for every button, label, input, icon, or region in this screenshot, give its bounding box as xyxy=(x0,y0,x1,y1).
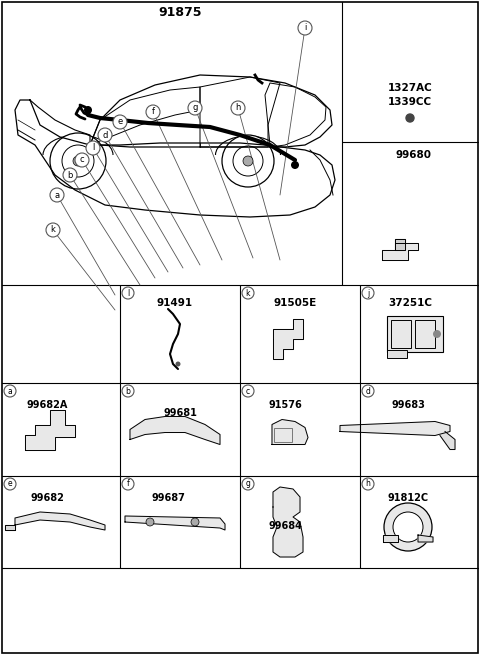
Circle shape xyxy=(73,156,83,166)
Text: 99684: 99684 xyxy=(268,521,302,531)
Circle shape xyxy=(362,287,374,299)
Polygon shape xyxy=(130,417,220,445)
Circle shape xyxy=(222,135,274,187)
Text: 37251C: 37251C xyxy=(388,298,432,308)
Polygon shape xyxy=(125,516,225,530)
Circle shape xyxy=(46,223,60,237)
Text: b: b xyxy=(67,170,72,179)
Text: 91491: 91491 xyxy=(157,298,193,308)
Text: 91875: 91875 xyxy=(158,5,202,18)
Bar xyxy=(387,316,443,352)
Polygon shape xyxy=(440,432,455,449)
Circle shape xyxy=(146,105,160,119)
Circle shape xyxy=(50,133,106,189)
Circle shape xyxy=(291,161,299,169)
Circle shape xyxy=(84,106,92,114)
Circle shape xyxy=(298,21,312,35)
Circle shape xyxy=(98,128,112,142)
Circle shape xyxy=(188,101,202,115)
Circle shape xyxy=(231,101,245,115)
Text: h: h xyxy=(235,103,240,113)
Text: l: l xyxy=(92,143,94,153)
Polygon shape xyxy=(418,535,433,542)
Bar xyxy=(391,320,411,348)
Text: 99681: 99681 xyxy=(163,408,197,418)
Bar xyxy=(274,428,292,441)
Text: 99683: 99683 xyxy=(391,400,425,410)
Text: 91812C: 91812C xyxy=(387,493,429,503)
Text: h: h xyxy=(366,479,371,489)
Text: e: e xyxy=(8,479,12,489)
Text: f: f xyxy=(152,107,155,117)
Text: 91505E: 91505E xyxy=(274,298,317,308)
Text: l: l xyxy=(127,288,129,297)
Text: a: a xyxy=(8,386,12,396)
Polygon shape xyxy=(273,487,303,557)
Text: 99680: 99680 xyxy=(395,150,431,160)
Circle shape xyxy=(384,503,432,551)
Text: g: g xyxy=(246,479,251,489)
Circle shape xyxy=(122,385,134,397)
Circle shape xyxy=(242,385,254,397)
Circle shape xyxy=(433,330,441,338)
Circle shape xyxy=(122,287,134,299)
Text: 99682: 99682 xyxy=(30,493,64,503)
Circle shape xyxy=(191,518,199,526)
Circle shape xyxy=(362,385,374,397)
Text: c: c xyxy=(246,386,250,396)
Polygon shape xyxy=(395,239,405,250)
Polygon shape xyxy=(273,319,303,359)
Circle shape xyxy=(50,188,64,202)
Circle shape xyxy=(243,156,253,166)
Text: 99682A: 99682A xyxy=(26,400,68,410)
Bar xyxy=(387,350,407,358)
Text: k: k xyxy=(246,288,250,297)
Circle shape xyxy=(406,114,414,122)
Polygon shape xyxy=(25,409,75,449)
Text: a: a xyxy=(54,191,60,200)
Polygon shape xyxy=(15,512,105,530)
Text: d: d xyxy=(366,386,371,396)
Circle shape xyxy=(242,478,254,490)
Circle shape xyxy=(362,478,374,490)
Text: g: g xyxy=(192,103,198,113)
Polygon shape xyxy=(382,243,418,260)
Text: e: e xyxy=(118,117,122,126)
Circle shape xyxy=(176,362,180,367)
Polygon shape xyxy=(5,525,15,530)
Text: 1327AC
1339CC: 1327AC 1339CC xyxy=(388,83,432,107)
Circle shape xyxy=(86,141,100,155)
Circle shape xyxy=(63,168,77,182)
Polygon shape xyxy=(340,422,450,436)
Text: k: k xyxy=(50,225,55,234)
Text: c: c xyxy=(80,155,84,164)
Circle shape xyxy=(4,478,16,490)
Text: i: i xyxy=(304,24,306,33)
Circle shape xyxy=(113,115,127,129)
Text: d: d xyxy=(102,130,108,140)
Circle shape xyxy=(242,287,254,299)
Text: f: f xyxy=(127,479,130,489)
Circle shape xyxy=(146,518,154,526)
Circle shape xyxy=(75,153,89,167)
Bar xyxy=(415,320,435,348)
Text: b: b xyxy=(126,386,131,396)
Circle shape xyxy=(122,478,134,490)
Polygon shape xyxy=(383,535,398,542)
Circle shape xyxy=(393,512,423,542)
Text: j: j xyxy=(367,288,369,297)
Polygon shape xyxy=(272,419,308,445)
Circle shape xyxy=(4,385,16,397)
Text: 91576: 91576 xyxy=(268,400,302,410)
Text: 99687: 99687 xyxy=(151,493,185,503)
